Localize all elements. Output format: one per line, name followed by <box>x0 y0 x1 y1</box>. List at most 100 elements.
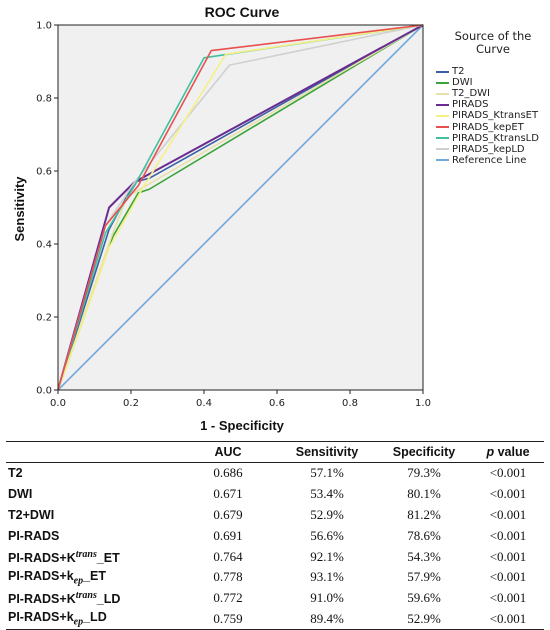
cell-p-value: <0.001 <box>489 486 527 502</box>
cell-p-value: <0.001 <box>489 590 527 606</box>
y-tick-label: 0.8 <box>36 94 52 105</box>
row-label-superscript: trans <box>75 590 97 602</box>
cell-sensitivity: 53.4% <box>310 486 344 502</box>
series-line-pirads-ktranset <box>57 24 424 391</box>
cell-specificity: 81.2% <box>407 506 441 522</box>
y-axis-label: Sensitivity <box>12 176 27 242</box>
row-label: PI-RADS+Ktrans_ET <box>6 546 178 567</box>
row-label: T2+DWI <box>6 505 178 526</box>
cell-specificity: 80.1% <box>407 486 441 502</box>
y-tick-label: 1.0 <box>36 21 52 32</box>
row-label-text: DWI <box>8 487 33 502</box>
legend-title: Source of the Curve <box>454 29 532 56</box>
header-auc: AUC <box>178 441 278 463</box>
cell-auc: 0.764 <box>213 548 243 564</box>
legend-label: PIRADS_kepLD <box>452 143 525 155</box>
row-label: DWI <box>6 484 178 505</box>
row-label-text: T2+DWI <box>8 507 55 522</box>
row-label-text: PI-RADS <box>8 528 60 543</box>
cell-sensitivity: 93.1% <box>310 569 344 585</box>
legend-swatch <box>436 92 449 95</box>
legend-item: Reference Line <box>436 155 539 166</box>
legend-item: DWI <box>436 77 539 88</box>
row-label-suffix: _LD <box>96 592 121 607</box>
y-tick-label: 0.4 <box>36 240 52 251</box>
header-sensitivity: Sensitivity <box>278 441 376 463</box>
table-row: DWI 0.671 53.4% 80.1% <0.001 <box>6 484 544 505</box>
row-label-subscript: ep <box>73 616 84 628</box>
row-label: PI-RADS <box>6 525 178 546</box>
x-tick-label: 1.0 <box>415 398 431 409</box>
legend-swatch <box>436 70 449 73</box>
cell-p-value: <0.001 <box>489 465 527 481</box>
series-line-reference-line <box>57 24 424 391</box>
legend-item: PIRADS <box>436 99 539 110</box>
table-row: T2 0.686 57.1% 79.3% <0.001 <box>6 463 544 484</box>
cell-p-value: <0.001 <box>472 608 544 630</box>
cell-specificity: 52.9% <box>376 608 472 630</box>
cell-auc: 0.686 <box>213 465 243 481</box>
series-line-pirads-kepet <box>57 24 424 391</box>
legend-swatch <box>436 103 449 106</box>
legend-label: PIRADS_KtransET <box>452 110 539 122</box>
x-tick-label: 0.6 <box>269 398 285 409</box>
table-row: PI-RADS+Ktrans_ET 0.764 92.1% 54.3% <0.001 <box>6 546 544 567</box>
row-label-suffix: _LD <box>83 610 107 625</box>
x-tick-label: 0.8 <box>342 398 358 409</box>
legend-swatch <box>436 81 449 84</box>
legend-swatch <box>436 126 449 129</box>
row-label: PI-RADS+Ktrans_LD <box>6 588 178 609</box>
row-label-text: T2 <box>8 466 23 481</box>
header-p-value: p value <box>472 441 544 463</box>
cell-sensitivity: 56.6% <box>310 527 344 543</box>
header-specificity: Specificity <box>376 441 472 463</box>
legend-item: PIRADS_KtransLD <box>436 133 539 144</box>
header-p: p <box>486 445 495 459</box>
row-label-suffix: _ET <box>96 550 120 565</box>
cell-p-value: <0.001 <box>489 569 527 585</box>
legend-label: DWI <box>452 77 473 89</box>
legend-item: T2_DWI <box>436 88 539 99</box>
legend-label: T2 <box>452 66 465 78</box>
legend-label: Reference Line <box>452 154 527 166</box>
header-blank <box>6 441 178 463</box>
cell-auc: 0.691 <box>213 527 243 543</box>
cell-p-value: <0.001 <box>489 527 527 543</box>
cell-auc: 0.679 <box>213 506 243 522</box>
x-tick-label: 0.4 <box>196 398 212 409</box>
cell-specificity: 57.9% <box>407 569 441 585</box>
legend-label: T2_DWI <box>452 88 491 100</box>
table-header-row: AUC Sensitivity Specificity p value <box>6 441 544 463</box>
row-label: PI-RADS+kep_LD <box>6 608 178 630</box>
row-label: T2 <box>6 463 178 484</box>
cell-auc: 0.671 <box>213 486 243 502</box>
y-tick-label: 0.2 <box>36 313 52 324</box>
header-value: value <box>497 445 530 459</box>
legend-swatch <box>436 159 449 162</box>
table-row: PI-RADS+kep_ET 0.778 93.1% 57.9% <0.001 <box>6 567 544 588</box>
legend-item: T2 <box>436 66 539 77</box>
y-tick-label: 0.6 <box>36 167 52 178</box>
cell-specificity: 59.6% <box>407 590 441 606</box>
x-axis-label: 1 - Specificity <box>200 418 285 433</box>
legend-swatch <box>436 137 449 140</box>
legend-item: PIRADS_kepLD <box>436 144 539 155</box>
cell-p-value: <0.001 <box>489 548 527 564</box>
cell-sensitivity: 89.4% <box>278 608 376 630</box>
table-row: PI-RADS 0.691 56.6% 78.6% <0.001 <box>6 525 544 546</box>
cell-sensitivity: 52.9% <box>310 506 344 522</box>
chart-legend: T2 DWI T2_DWI PIRADS PIRADS_KtransET PIRADS_k… <box>436 66 539 166</box>
plot-border <box>57 24 424 391</box>
row-label-text: PI-RADS+k <box>8 610 74 625</box>
row-label-suffix: _ET <box>83 568 107 583</box>
cell-specificity: 54.3% <box>407 548 441 564</box>
performance-table: AUC Sensitivity Specificity p value T2 0.… <box>6 441 544 630</box>
roc-chart: 0.0 0.2 0.4 0.6 0.8 1.0 0.0 0.2 0.4 0.6 0.8 1.0 ROC… <box>12 4 431 433</box>
y-tick-label: 0.0 <box>36 386 52 397</box>
row-label-subscript: ep <box>73 575 84 587</box>
cell-p-value: <0.001 <box>489 506 527 522</box>
row-label-text: PI-RADS+k <box>8 568 74 583</box>
cell-specificity: 78.6% <box>407 527 441 543</box>
row-label-text: PI-RADS+K <box>8 550 76 565</box>
cell-specificity: 79.3% <box>407 465 441 481</box>
